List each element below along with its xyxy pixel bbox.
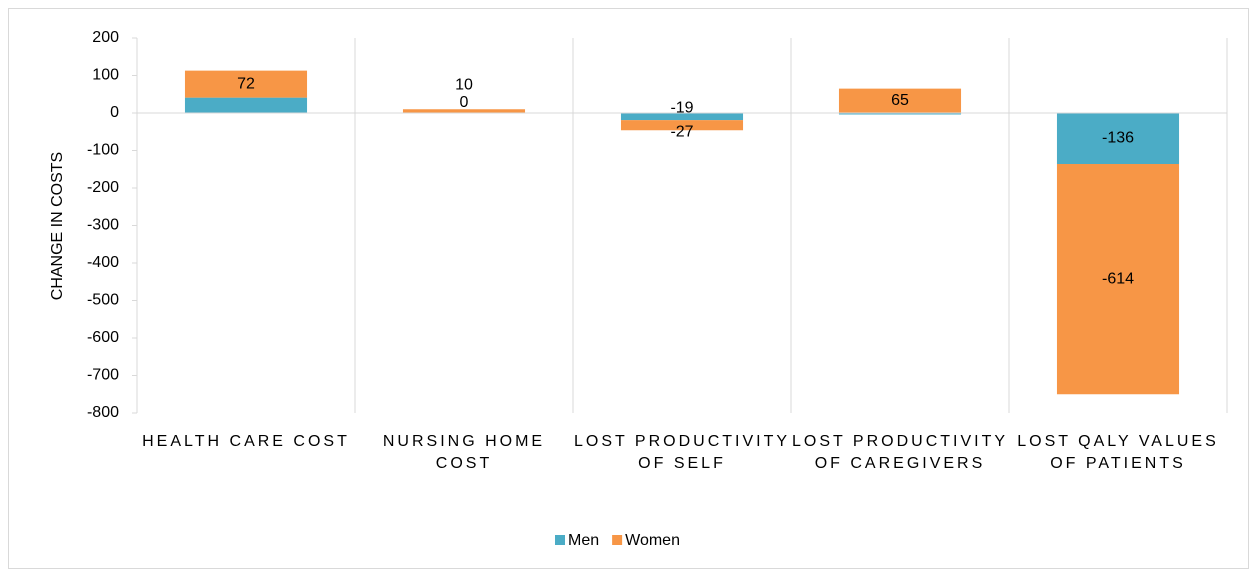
bar-segment (184, 97, 308, 113)
data-label: 72 (237, 75, 255, 92)
y-tick-label: -700 (87, 367, 119, 384)
bar-segment (620, 113, 744, 121)
legend-swatch (555, 535, 565, 545)
data-label: -27 (670, 123, 693, 140)
legend-label: Men (568, 532, 599, 549)
chart-border (8, 8, 1249, 569)
x-tick-label: NURSING HOME COST (382, 433, 546, 472)
bar-segment (184, 70, 308, 98)
y-tick-label: 200 (92, 29, 119, 46)
data-label: -19 (670, 99, 693, 116)
bar-segment (838, 88, 962, 113)
y-tick-label: -100 (87, 142, 119, 159)
legend-swatch (612, 535, 623, 545)
data-label: 65 (891, 92, 909, 109)
y-tick-label: -600 (87, 329, 119, 346)
legend-label: Women (625, 532, 680, 549)
bar-segment (620, 120, 744, 131)
data-label: -614 (1102, 270, 1134, 287)
data-label: 10 (455, 76, 473, 93)
y-tick-label: 0 (110, 104, 119, 121)
y-tick-label: -200 (87, 179, 119, 196)
x-tick-label: LOST PRODUCTIVITY OF CAREGIVERS (791, 433, 1009, 472)
x-tick-label: HEALTH CARE COST (142, 433, 350, 450)
y-tick-label: -500 (87, 292, 119, 309)
bar-segment (402, 109, 526, 113)
y-tick-label: -800 (87, 404, 119, 421)
data-label: 0 (460, 94, 469, 111)
data-label: -136 (1102, 130, 1134, 147)
y-tick-label: 100 (92, 67, 119, 84)
y-axis-label: CHANGE IN COSTS (49, 152, 66, 300)
x-tick-label: LOST QALY VALUES OF PATIENTS (1017, 433, 1219, 472)
bar-segment (838, 113, 962, 115)
y-tick-label: -400 (87, 254, 119, 271)
y-tick-label: -300 (87, 217, 119, 234)
bar-segment (1056, 113, 1180, 164)
x-tick-label: LOST PRODUCTIVITY OF SELF (573, 433, 791, 472)
bar-segment (1056, 164, 1180, 395)
